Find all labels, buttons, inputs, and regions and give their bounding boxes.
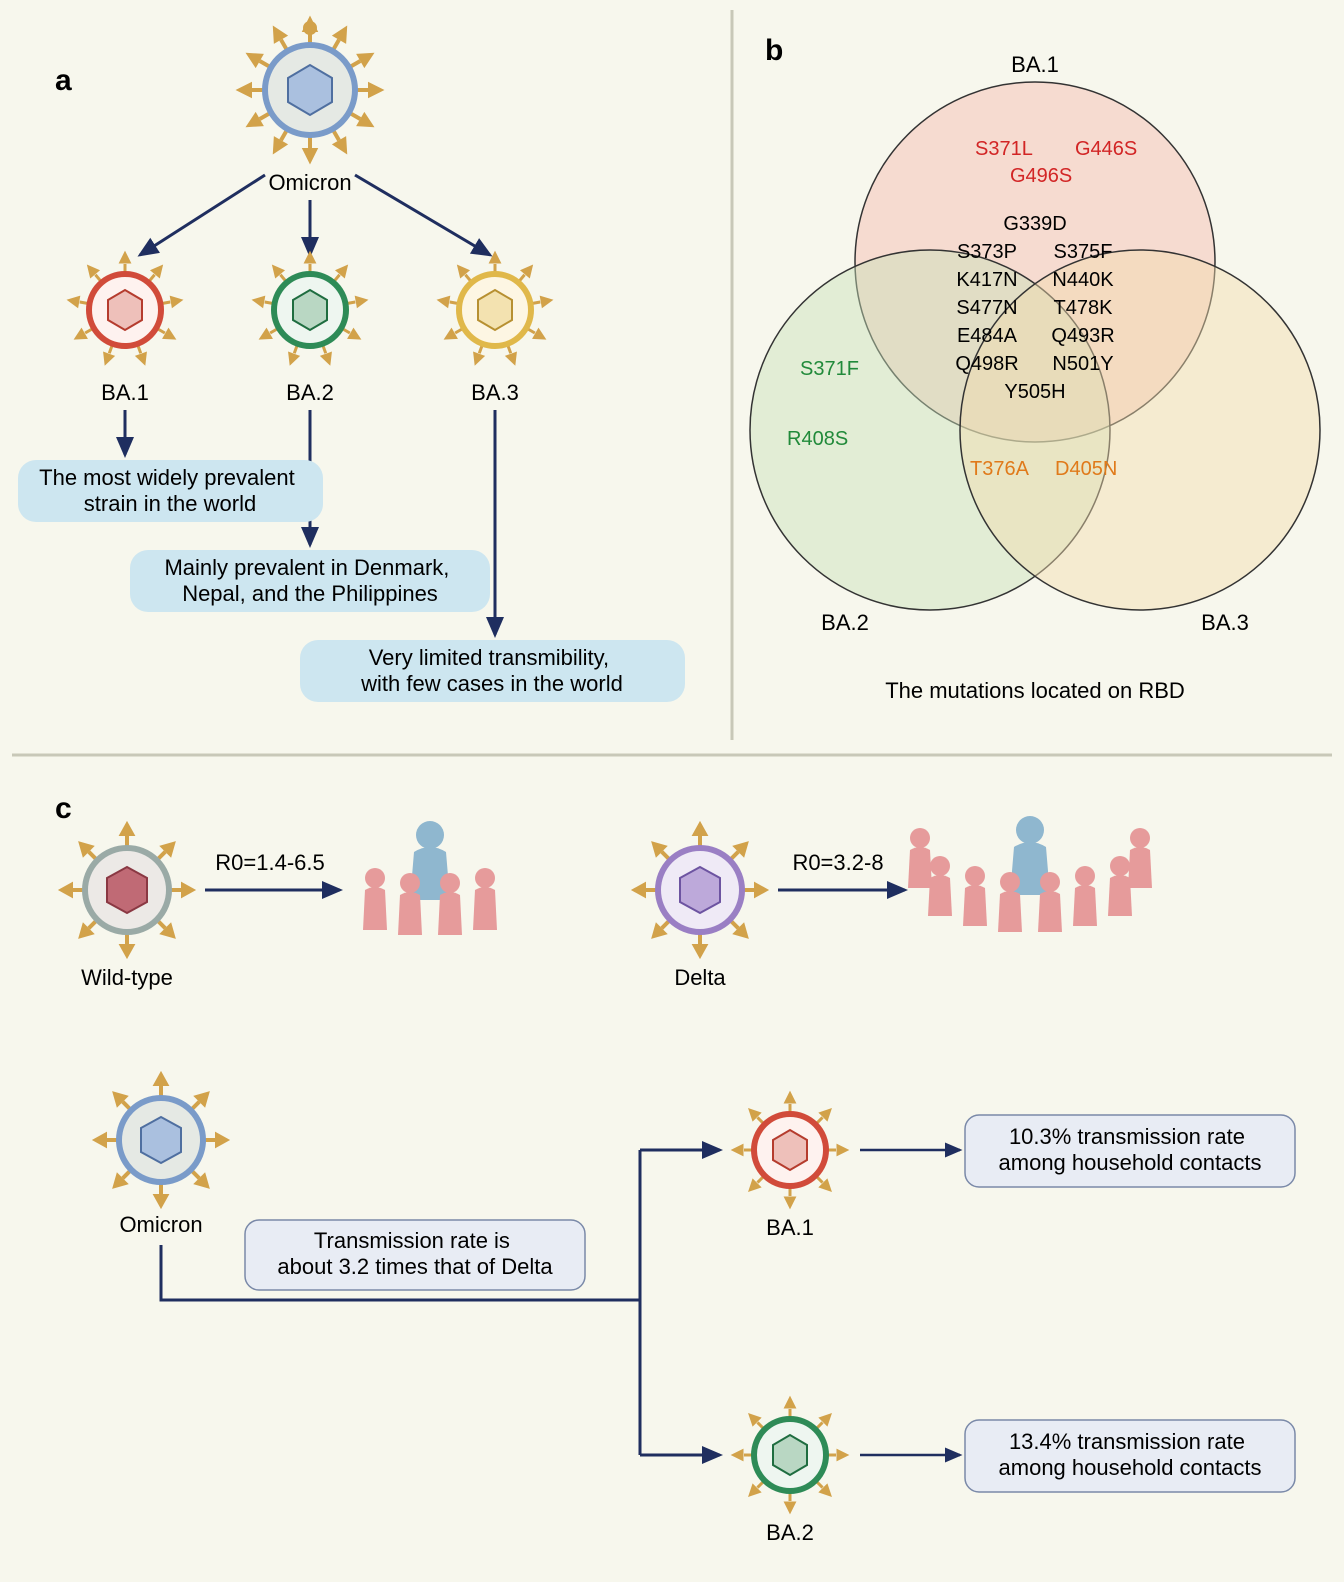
ba3-label: BA.3 bbox=[471, 380, 519, 405]
callout-ba2-text: Mainly prevalent in Denmark, Nepal, and … bbox=[164, 555, 455, 606]
virus-icon-wildtype bbox=[62, 825, 192, 955]
svg-text:D405N: D405N bbox=[1055, 458, 1117, 480]
svg-text:N440K: N440K bbox=[1052, 269, 1114, 291]
wildtype-label: Wild-type bbox=[81, 965, 173, 990]
panel-a-label: a bbox=[55, 64, 72, 97]
ba2-lower-label: BA.2 bbox=[766, 1520, 814, 1545]
svg-text:G496S: G496S bbox=[1010, 165, 1072, 187]
omicron-root-label: Omicron bbox=[268, 170, 351, 195]
svg-text:K417N: K417N bbox=[956, 269, 1017, 291]
ba1-label: BA.1 bbox=[101, 380, 149, 405]
svg-text:T376A: T376A bbox=[970, 458, 1030, 480]
delta-label: Delta bbox=[674, 965, 726, 990]
svg-text:Y505H: Y505H bbox=[1004, 381, 1065, 403]
svg-text:T478K: T478K bbox=[1054, 297, 1114, 319]
svg-text:G446S: G446S bbox=[1075, 138, 1137, 160]
venn-label-ba2: BA.2 bbox=[821, 610, 869, 635]
svg-text:N501Y: N501Y bbox=[1052, 353, 1113, 375]
venn-label-ba3: BA.3 bbox=[1201, 610, 1249, 635]
svg-text:E484A: E484A bbox=[957, 325, 1018, 347]
panel-b-title: The mutations located on RBD bbox=[885, 678, 1185, 703]
omicron-lower-label: Omicron bbox=[119, 1212, 202, 1237]
svg-text:S375F: S375F bbox=[1054, 241, 1113, 263]
svg-text:S477N: S477N bbox=[956, 297, 1017, 319]
virus-icon-omicron-lower bbox=[96, 1075, 226, 1205]
svg-text:S373P: S373P bbox=[957, 241, 1017, 263]
svg-text:R408S: R408S bbox=[787, 428, 848, 450]
panel-b-label: b bbox=[765, 34, 783, 67]
svg-text:S371L: S371L bbox=[975, 138, 1033, 160]
virus-icon-ba1-lower bbox=[734, 1094, 846, 1206]
callout-ba3-text: Very limited transmibility, with few cas… bbox=[360, 645, 623, 696]
delta-r0: R0=3.2-8 bbox=[792, 850, 883, 875]
ba2-label: BA.2 bbox=[286, 380, 334, 405]
ba2-note-text: 13.4% transmission rate among household … bbox=[999, 1429, 1262, 1480]
ba1-lower-label: BA.1 bbox=[766, 1215, 814, 1240]
venn-label-ba1: BA.1 bbox=[1011, 52, 1059, 77]
omicron-note-text: Transmission rate is about 3.2 times tha… bbox=[277, 1228, 553, 1279]
svg-text:G339D: G339D bbox=[1003, 213, 1066, 235]
virus-icon-delta bbox=[635, 825, 765, 955]
svg-text:Q493R: Q493R bbox=[1051, 325, 1114, 347]
ba1-note-text: 10.3% transmission rate among household … bbox=[999, 1124, 1262, 1175]
virus-icon-ba2-lower bbox=[734, 1399, 846, 1511]
figure-svg: a bbox=[0, 0, 1344, 1582]
svg-text:Q498R: Q498R bbox=[955, 353, 1018, 375]
panel-c-label: c bbox=[55, 792, 72, 825]
svg-text:S371F: S371F bbox=[800, 358, 859, 380]
wildtype-r0: R0=1.4-6.5 bbox=[215, 850, 324, 875]
